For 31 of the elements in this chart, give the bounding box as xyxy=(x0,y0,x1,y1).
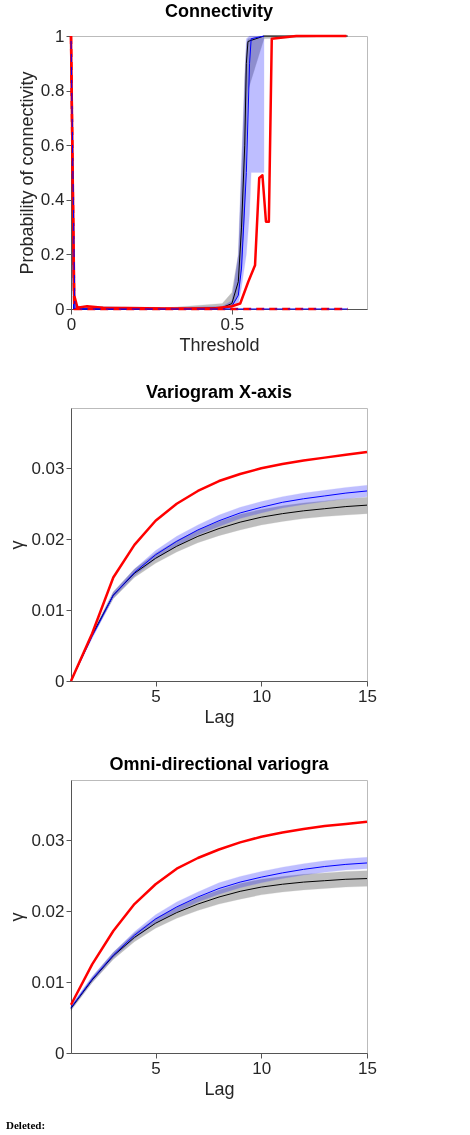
x-tick-label: 15 xyxy=(358,1058,377,1078)
x-tick-label: 15 xyxy=(358,686,377,706)
y-tick-label: 0.02 xyxy=(31,529,65,549)
x-tick-label: 10 xyxy=(252,686,272,706)
x-tick-label: 5 xyxy=(151,1058,161,1078)
y-tick-label: 0.03 xyxy=(31,458,65,478)
text: Deleted: xyxy=(6,1119,46,1131)
y-axis-title: γ xyxy=(7,912,28,922)
y-tick-label: 0.6 xyxy=(40,135,65,155)
y-tick-label: 0.2 xyxy=(40,244,65,264)
y-tick-label: 0.01 xyxy=(31,600,65,620)
x-tick-label: 5 xyxy=(151,686,161,706)
y-tick-label: 0 xyxy=(55,1043,65,1063)
y-tick-label: 0.4 xyxy=(40,190,65,210)
y-tick-label: 0.03 xyxy=(31,830,65,850)
y-axis-title: γ xyxy=(7,540,28,550)
y-tick-label: 0 xyxy=(55,299,65,319)
x-axis-title: Lag xyxy=(204,1078,235,1099)
x-axis-title: Threshold xyxy=(179,334,260,355)
y-tick-label: 0.8 xyxy=(40,81,65,101)
y-axis-title: Probability of connectivity xyxy=(16,71,37,275)
y-tick-label: 0.01 xyxy=(31,972,65,992)
chart-title: Omni-directional variogra xyxy=(109,754,330,774)
y-tick-label: 1 xyxy=(55,26,65,46)
y-tick-label: 0 xyxy=(55,671,65,691)
x-tick-label: 10 xyxy=(252,1058,272,1078)
x-tick-label: 0.5 xyxy=(220,314,245,334)
y-tick-label: 0.02 xyxy=(31,901,65,921)
chart-title: Variogram X-axis xyxy=(145,382,293,402)
x-axis-title: Lag xyxy=(204,706,235,727)
chart-title: Connectivity xyxy=(164,1,274,21)
